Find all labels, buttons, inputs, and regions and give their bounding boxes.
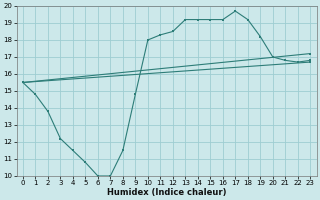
- X-axis label: Humidex (Indice chaleur): Humidex (Indice chaleur): [107, 188, 226, 197]
